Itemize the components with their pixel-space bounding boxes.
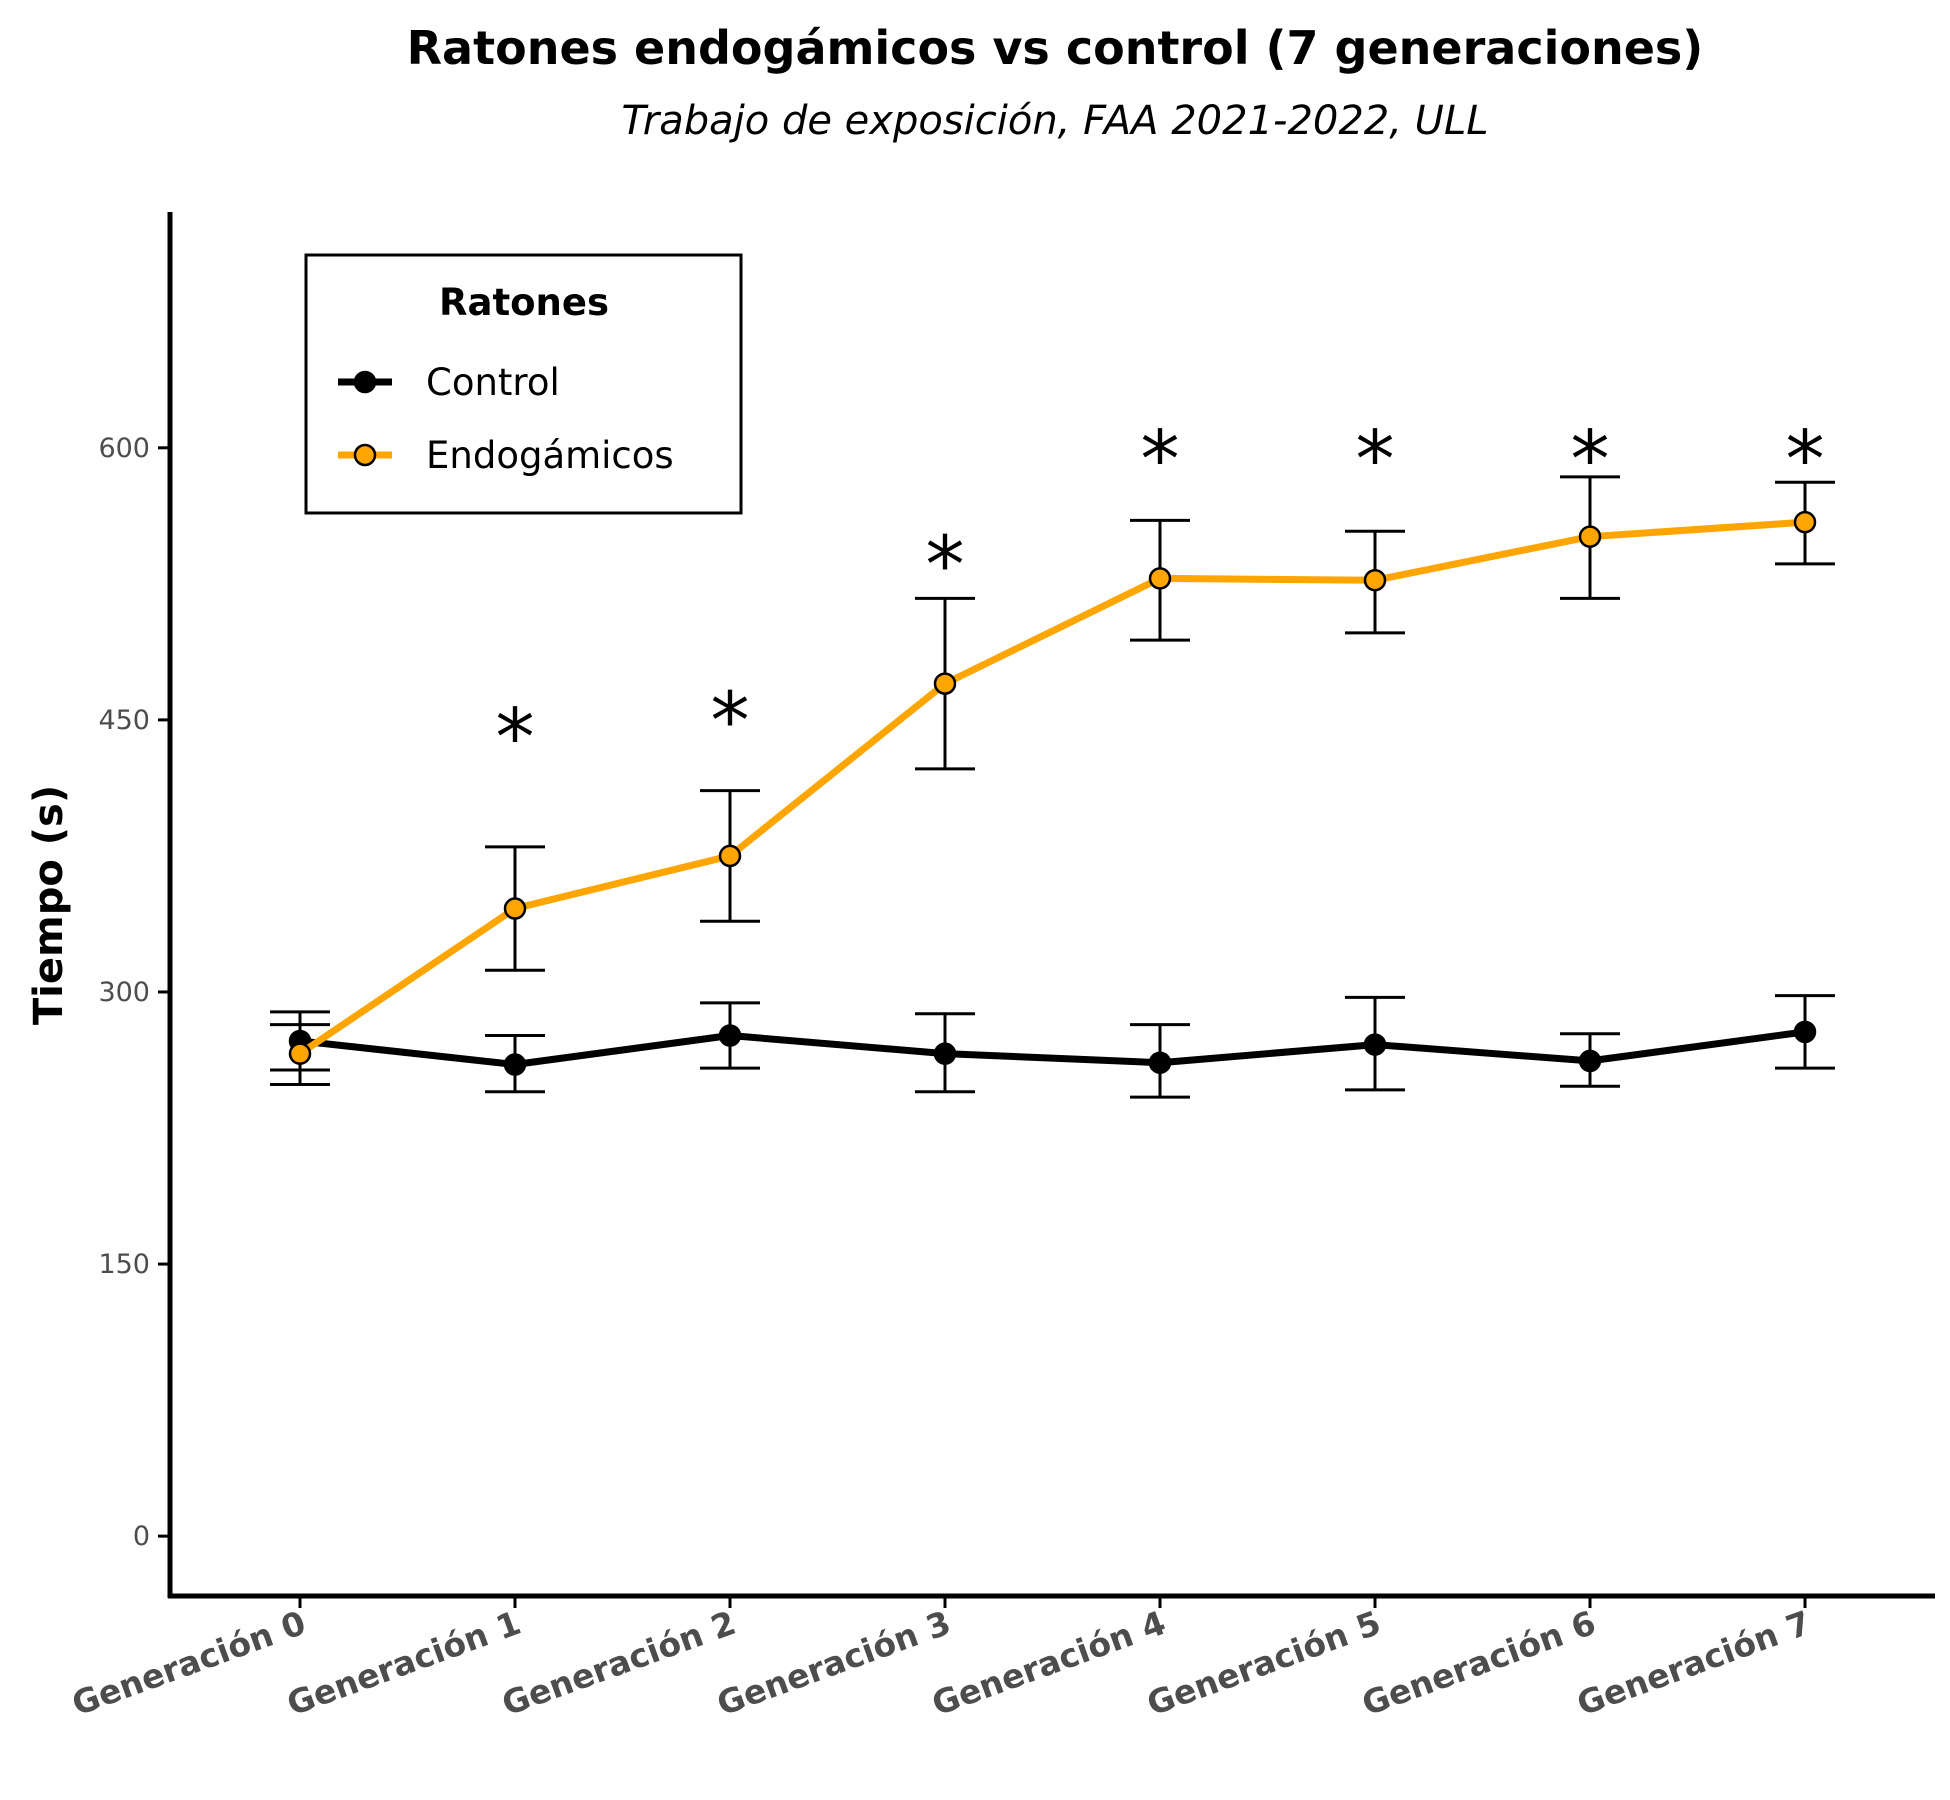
y-ticks: 0 150 300 450 600: [98, 433, 170, 1552]
data-point: [1363, 568, 1387, 592]
significance-star: *: [711, 677, 750, 767]
x-tick-label: Generación 1: [282, 1603, 526, 1724]
legend-title: Ratones: [439, 281, 609, 324]
x-tick-label: Generación 7: [1572, 1603, 1816, 1724]
significance-star: *: [926, 521, 965, 611]
axes: [167, 212, 1935, 1599]
y-axis-label: Tiempo (s): [26, 785, 72, 1025]
y-tick-label: 0: [133, 1521, 150, 1552]
data-point: [718, 1024, 742, 1047]
y-tick-label: 150: [98, 1249, 150, 1280]
significance-star: *: [1786, 416, 1825, 506]
significance-star: *: [1141, 416, 1180, 506]
data-point: [718, 844, 742, 868]
data-point: [1793, 1020, 1817, 1044]
significance-star: *: [1356, 416, 1395, 506]
x-tick-label: Generación 6: [1357, 1603, 1601, 1724]
y-tick-label: 600: [98, 433, 150, 464]
legend-items: Control Endogámicos: [338, 361, 674, 477]
chart-subtitle: Trabajo de exposición, FAA 2021-2022, UL…: [621, 98, 1488, 144]
series-0: [270, 994, 1835, 1099]
legend-label: Control: [426, 361, 560, 404]
x-tick-label: Generación 0: [67, 1603, 311, 1724]
series-line: [298, 518, 1806, 1057]
x-tick-label: Generación 4: [927, 1603, 1171, 1724]
legend-label: Endogámicos: [426, 434, 674, 477]
x-tick-label: Generación 3: [712, 1603, 956, 1724]
significance-star: *: [496, 693, 535, 783]
legend-marker: [353, 370, 377, 394]
series-line: [299, 1028, 1806, 1069]
significance-star: *: [1571, 416, 1610, 506]
chart-title: Ratones endogámicos vs control (7 genera…: [407, 21, 1704, 75]
legend-marker: [353, 443, 377, 467]
data-point: [1578, 1049, 1602, 1073]
data-point: [933, 1042, 957, 1065]
series-layer: [270, 475, 1835, 1099]
data-point: [503, 897, 527, 920]
data-point: [1793, 510, 1817, 534]
data-point: [933, 672, 957, 695]
data-point: [503, 1053, 527, 1076]
significance-markers: * * * * * * *: [496, 416, 1825, 784]
data-point: [1363, 1033, 1387, 1056]
data-point: [288, 1042, 312, 1065]
data-point: [1578, 525, 1602, 548]
x-tick-label: Generación 5: [1142, 1603, 1386, 1724]
legend: Ratones Control Endogámicos: [304, 253, 743, 515]
data-point: [1148, 567, 1172, 590]
x-tick-label: Generación 2: [497, 1603, 741, 1724]
series-1: [270, 475, 1835, 1086]
y-tick-label: 300: [98, 977, 150, 1008]
y-tick-label: 450: [98, 705, 150, 736]
data-point: [1148, 1051, 1172, 1074]
